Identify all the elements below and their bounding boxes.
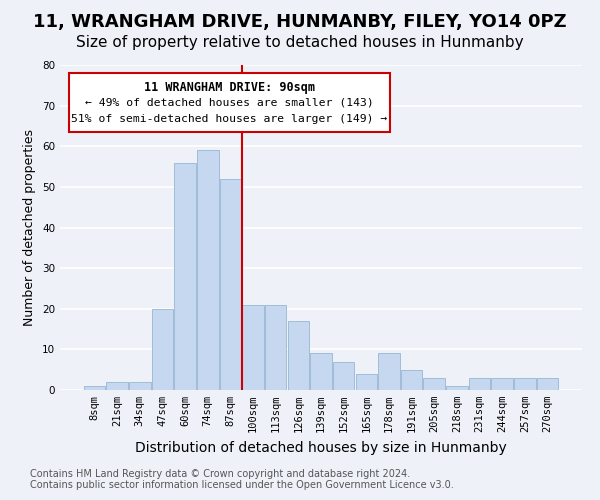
Bar: [378, 354, 400, 390]
X-axis label: Distribution of detached houses by size in Hunmanby: Distribution of detached houses by size …: [135, 440, 507, 454]
Bar: [424, 378, 445, 390]
Text: 11, WRANGHAM DRIVE, HUNMANBY, FILEY, YO14 0PZ: 11, WRANGHAM DRIVE, HUNMANBY, FILEY, YO1…: [33, 12, 567, 30]
Bar: [152, 308, 173, 390]
Bar: [106, 382, 128, 390]
Text: 11 WRANGHAM DRIVE: 90sqm: 11 WRANGHAM DRIVE: 90sqm: [144, 80, 315, 94]
Bar: [310, 354, 332, 390]
Text: ← 49% of detached houses are smaller (143): ← 49% of detached houses are smaller (14…: [85, 98, 374, 108]
Bar: [491, 378, 513, 390]
Bar: [84, 386, 105, 390]
Bar: [175, 162, 196, 390]
Text: Contains public sector information licensed under the Open Government Licence v3: Contains public sector information licen…: [30, 480, 454, 490]
Bar: [129, 382, 151, 390]
Bar: [356, 374, 377, 390]
Bar: [514, 378, 536, 390]
Bar: [333, 362, 355, 390]
Bar: [242, 304, 264, 390]
Text: Size of property relative to detached houses in Hunmanby: Size of property relative to detached ho…: [76, 35, 524, 50]
Text: 51% of semi-detached houses are larger (149) →: 51% of semi-detached houses are larger (…: [71, 114, 388, 124]
Text: Contains HM Land Registry data © Crown copyright and database right 2024.: Contains HM Land Registry data © Crown c…: [30, 469, 410, 479]
Bar: [446, 386, 467, 390]
Bar: [537, 378, 558, 390]
Bar: [220, 179, 241, 390]
Bar: [401, 370, 422, 390]
Bar: [265, 304, 286, 390]
Bar: [287, 321, 309, 390]
Y-axis label: Number of detached properties: Number of detached properties: [23, 129, 37, 326]
Bar: [469, 378, 490, 390]
Bar: [197, 150, 218, 390]
